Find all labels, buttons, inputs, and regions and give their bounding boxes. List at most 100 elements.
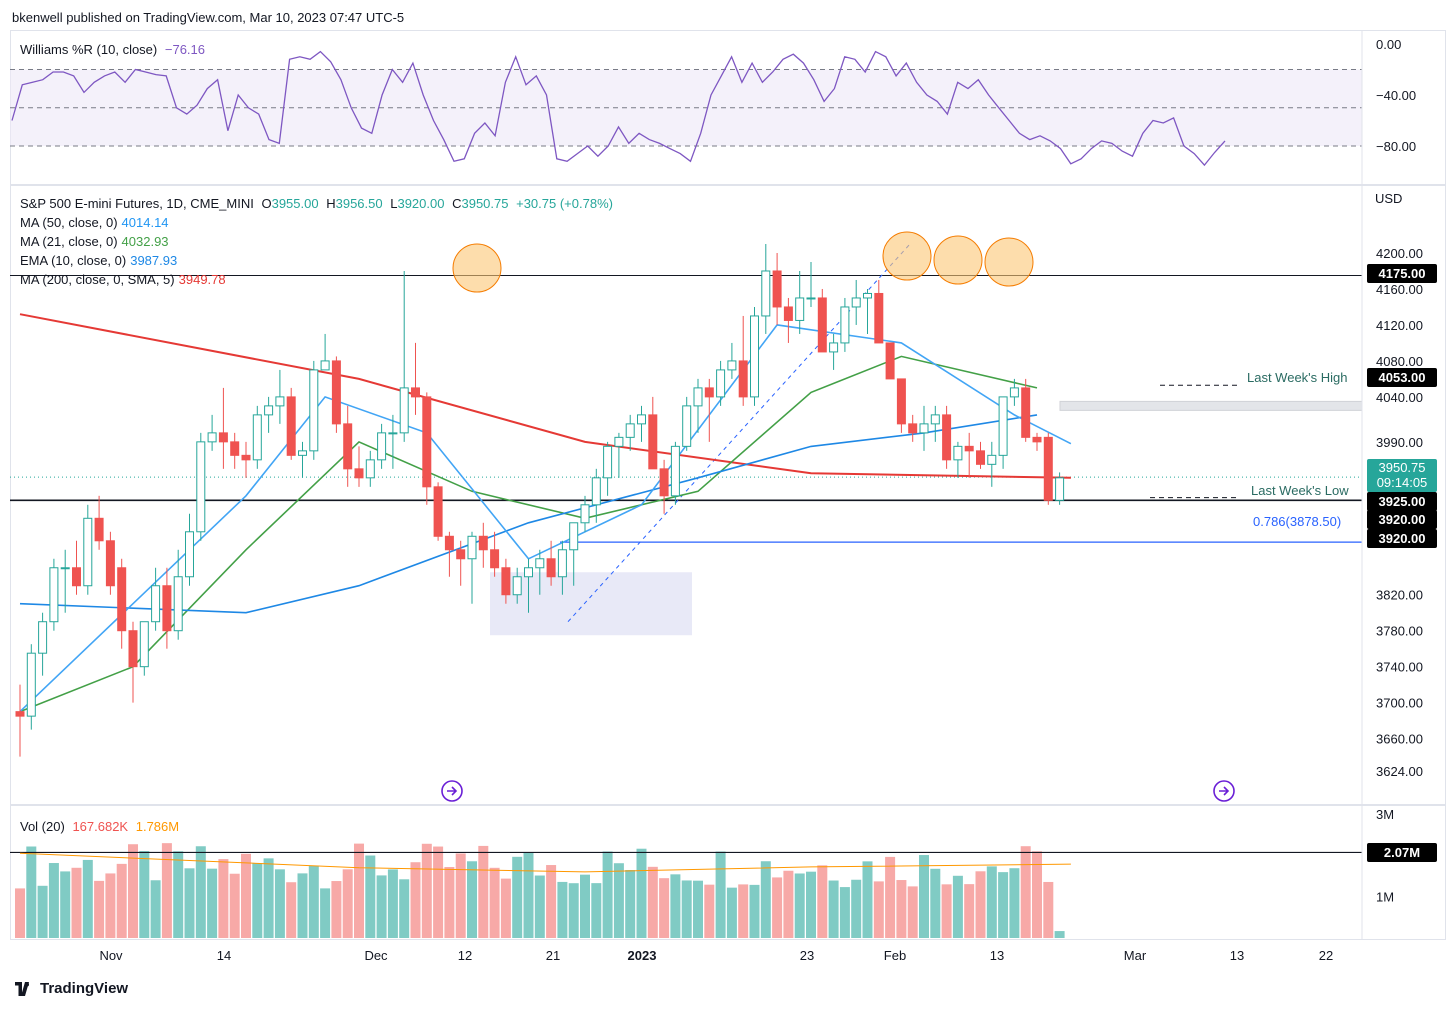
williams-tick: −80.00 [1376,139,1416,154]
volume-bar [331,881,342,938]
candle-body [241,454,251,461]
candle-body [105,540,115,587]
indicator-value: 3987.93 [130,253,178,268]
main-legend: S&P 500 E-mini Futures, 1D, CME_MINI O 39… [20,194,617,289]
highlight-circle [984,237,1034,287]
candle-body [840,306,850,344]
candle-body [1043,436,1053,501]
candle-body [998,396,1008,456]
candle-body [738,360,748,398]
volume-bar [681,880,692,938]
volume-bar [376,875,387,938]
candle-body [953,445,963,461]
volume-label: Vol (20) [20,819,65,834]
date-label: Feb [883,948,907,963]
candle-body [1055,477,1065,501]
date-label: 14 [216,948,232,963]
volume-bar [365,855,376,938]
indicator-row-ma200[interactable]: MA (200, close, 0, SMA, 5) 3949.78 [20,270,617,289]
candle-body [173,576,183,632]
volume-bar [647,866,658,938]
ma-line [19,355,1038,713]
ohlc-change: +30.75 (+0.78%) [516,196,613,211]
price-tag-4175: 4175.00 [1367,264,1437,283]
volume-bar [986,866,997,938]
candle-body [524,567,533,578]
candle-body [976,450,985,465]
candle-body [795,297,805,321]
resistance-zone [1059,400,1363,411]
candle-body [716,369,726,398]
candle-body [456,549,466,560]
volume-bar [534,875,545,938]
volume-bar [37,885,48,938]
volume-bar [48,863,59,938]
volume-bar [421,843,432,938]
indicator-row-ma50[interactable]: MA (50, close, 0) 4014.14 [20,213,617,232]
highlight-circle [882,231,932,281]
candle-body [557,549,567,578]
candle-body [591,477,601,506]
candle-body [422,396,432,488]
volume-bar [478,845,489,938]
date-label: 13 [1229,948,1245,963]
candle-body [320,360,330,371]
volume-bar [161,843,172,938]
volume-bar [320,888,331,938]
volume-bar [930,868,941,938]
highlight-circle [452,243,502,293]
volume-bar [399,879,410,938]
date-label-year: 2023 [627,948,657,963]
price-tick: 3660.00 [1376,732,1423,747]
volume-tag: 2.07M [1367,843,1437,862]
candle-body [648,414,658,470]
candle-body [309,369,319,452]
candle-body [580,504,590,524]
volume-bar [263,858,274,938]
ohlc-open-label: O [261,196,272,211]
candle-body [603,445,613,479]
volume-bar [851,879,862,938]
candle-body [1009,387,1019,398]
candle-body [874,292,884,344]
candle-body [614,436,624,447]
candle-body [354,468,364,479]
volume-bar [241,853,251,938]
last-week-low-label: Last Week's Low [1251,483,1349,498]
ma-line [19,313,1071,479]
candle-body [162,585,172,632]
volume-bar [128,844,138,938]
tradingview-brand[interactable]: TradingView [14,980,128,997]
volume-bar [455,853,466,938]
highlight-circle [933,235,983,285]
volume-bar [354,843,364,938]
candle-body [230,441,240,456]
williams-value: −76.16 [164,42,205,57]
price-tick: 4160.00 [1376,282,1423,297]
candle-body [139,621,149,668]
volume-bar [715,851,726,938]
volume-bar [410,862,421,938]
volume-bar [500,878,511,938]
candle-body [196,441,206,533]
candle-body [478,535,488,551]
symbol-name[interactable]: S&P 500 E-mini Futures, 1D, CME_MINI [20,196,254,211]
indicator-label: EMA (10, close, 0) [20,253,127,268]
volume-bar [184,868,195,938]
date-label: 22 [1318,948,1334,963]
candle-body [896,378,906,425]
date-label: Dec [364,948,388,963]
candle-body [49,567,59,623]
indicator-row-ma21[interactable]: MA (21, close, 0) 4032.93 [20,232,617,251]
volume-bar [568,883,579,938]
volume-bar [286,882,297,938]
candle-body [388,432,398,435]
indicator-row-ema10[interactable]: EMA (10, close, 0) 3987.93 [20,251,617,270]
candle-body [682,405,692,447]
volume-ma-line [19,852,1071,873]
candle-body [444,535,454,551]
volume-ma-value: 1.786M [135,819,180,834]
volume-bar [15,888,25,938]
candle-body [218,432,228,443]
